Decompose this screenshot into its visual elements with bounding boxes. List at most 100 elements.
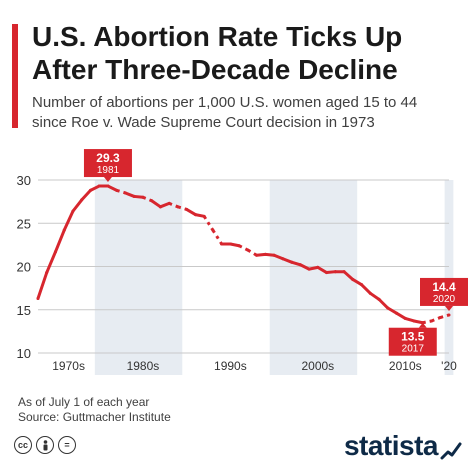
data-point — [237, 244, 241, 248]
series-line-segment — [281, 257, 294, 264]
series-line-segment — [123, 191, 136, 198]
data-point — [272, 253, 276, 257]
data-label-box — [83, 149, 132, 178]
series-line-segment — [45, 250, 57, 275]
data-point — [438, 316, 442, 320]
series-line-segment — [53, 228, 66, 254]
data-point — [325, 271, 329, 275]
series-line-segment — [377, 297, 390, 310]
license-icons[interactable]: cc = — [14, 436, 76, 454]
series-line-segment — [238, 244, 249, 252]
data-point — [298, 263, 302, 267]
data-point — [176, 205, 180, 209]
chart-subtitle: Number of abortions per 1,000 U.S. women… — [32, 93, 462, 133]
data-point — [447, 313, 451, 317]
y-tick-label: 30 — [17, 173, 31, 188]
data-point — [158, 205, 162, 209]
footnote-note: As of July 1 of each year — [18, 395, 150, 409]
series-line-segment — [368, 291, 381, 301]
person-icon[interactable] — [36, 436, 54, 454]
series-line-segment — [247, 248, 258, 257]
data-point — [220, 242, 224, 246]
data-label-pointer — [445, 305, 453, 311]
series-line-segment — [342, 270, 355, 281]
x-tick-label: 1980s — [127, 359, 160, 373]
data-point — [333, 270, 337, 274]
y-tick-label: 20 — [17, 260, 31, 275]
series-line-segment — [351, 277, 364, 287]
series-line-segment — [106, 184, 119, 192]
series-line-segment — [185, 207, 197, 217]
series-line-segment — [158, 201, 171, 209]
footnote-source: Source: Guttmacher Institute — [18, 410, 171, 424]
data-point — [80, 198, 84, 202]
cc-icon[interactable]: cc — [14, 436, 32, 454]
series-line-segment — [439, 313, 450, 319]
data-point — [386, 306, 390, 310]
data-point — [45, 271, 49, 275]
data-point — [412, 319, 416, 323]
series-line-segment — [403, 316, 416, 323]
series-line-segment — [177, 205, 188, 211]
data-label-year: 2020 — [433, 294, 456, 305]
data-point — [255, 253, 259, 257]
data-point — [211, 228, 215, 232]
title-accent-bar — [12, 24, 18, 128]
equals-icon[interactable]: = — [58, 436, 76, 454]
series-line-segment — [316, 265, 329, 275]
data-point — [430, 319, 434, 323]
data-label-box — [388, 327, 437, 356]
data-label-year: 2017 — [402, 344, 425, 355]
data-point — [88, 188, 92, 192]
data-label-value: 13.5 — [401, 330, 425, 344]
statista-logo[interactable]: statista — [343, 430, 439, 461]
data-point — [141, 195, 145, 199]
series-line-segment — [272, 253, 285, 261]
data-label-box — [420, 277, 468, 306]
data-point — [228, 242, 232, 246]
data-point — [368, 291, 372, 295]
series-line-segment — [360, 283, 372, 295]
data-label-value: 14.4 — [432, 280, 456, 294]
data-point — [281, 257, 285, 261]
data-point — [316, 265, 320, 269]
series-line-segment — [395, 311, 407, 320]
series-line-segment — [80, 188, 92, 202]
data-label-pointer — [103, 177, 112, 183]
series-line-segment — [116, 188, 126, 195]
data-label-value: 29.3 — [96, 151, 120, 165]
data-point — [36, 297, 40, 301]
series-line-segment — [298, 263, 311, 271]
data-point — [62, 228, 66, 232]
data-point — [395, 311, 399, 315]
y-tick-label: 15 — [17, 303, 31, 318]
data-point — [106, 184, 110, 188]
x-tick-label: 1970s — [52, 359, 85, 373]
series-line-segment — [290, 260, 302, 267]
data-point — [377, 297, 381, 301]
decade-shade-band — [269, 180, 358, 375]
data-point — [150, 199, 154, 203]
data-label-year: 1981 — [97, 165, 120, 176]
series-line-segment — [386, 306, 399, 315]
data-point — [360, 283, 364, 287]
series-line-segment — [211, 229, 223, 245]
chart-subtitle-line-2: since Roe v. Wade Supreme Court decision… — [32, 114, 375, 131]
chart-title-line-1: U.S. Abortion Rate Ticks Up — [32, 21, 403, 52]
data-point — [290, 260, 294, 264]
series-line-segment — [62, 209, 75, 232]
series-line-segment — [430, 316, 441, 323]
data-point — [263, 252, 267, 256]
series-line-segment — [150, 199, 162, 209]
x-tick-label: 1990s — [214, 359, 247, 373]
series-line-segment — [142, 195, 153, 203]
y-tick-label: 10 — [17, 346, 31, 361]
data-point — [185, 207, 189, 211]
chart-title: U.S. Abortion Rate Ticks Up After Three-… — [32, 20, 462, 86]
series-line-segment — [202, 215, 215, 231]
data-label-pointer — [418, 322, 427, 328]
footnote: As of July 1 of each year Source: Guttma… — [18, 395, 171, 425]
